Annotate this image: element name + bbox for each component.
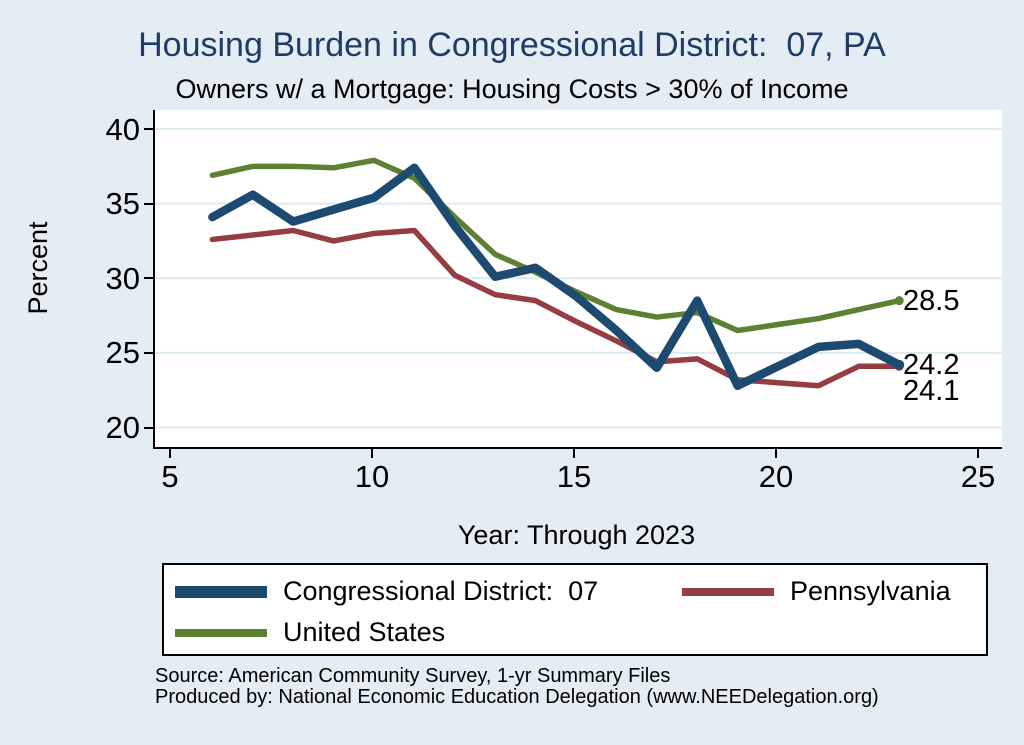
x-tick-mark <box>775 449 777 458</box>
legend-label-state: Pennsylvania <box>790 576 951 606</box>
footer: Source: American Community Survey, 1-yr … <box>155 666 879 708</box>
legend-label-district: Congressional District: 07 <box>283 576 599 606</box>
y-tick-mark <box>144 351 153 354</box>
x-tick-mark <box>977 449 979 458</box>
y-tick-mark <box>144 277 153 280</box>
footer-source: Source: American Community Survey, 1-yr … <box>155 665 671 687</box>
y-tick-mark <box>144 202 153 205</box>
legend-item-us: United States <box>175 617 682 648</box>
footer-produced-by: Produced by: National Economic Education… <box>155 686 879 708</box>
chart-title: Housing Burden in Congressional District… <box>138 26 886 64</box>
chart-subtitle: Owners w/ a Mortgage: Housing Costs > 30… <box>175 74 849 104</box>
series-line-us <box>209 157 902 334</box>
x-tick-label-20: 20 <box>758 459 794 494</box>
x-tick-label-25: 25 <box>960 459 996 494</box>
legend: Congressional District: 07 Pennsylvania … <box>162 563 988 656</box>
legend-item-district: Congressional District: 07 <box>175 576 682 607</box>
y-axis-title: Percent <box>23 221 53 315</box>
end-label-state: 24.1 <box>903 374 960 407</box>
legend-label-us: United States <box>283 617 446 647</box>
x-axis-title: Year: Through 2023 <box>457 520 696 550</box>
series-line-district <box>208 163 904 390</box>
series-end-marker-district <box>894 359 905 370</box>
end-label-us: 28.5 <box>903 284 960 317</box>
y-tick-label-25: 25 <box>105 335 140 371</box>
y-tick-mark <box>144 426 153 429</box>
y-tick-label-35: 35 <box>105 186 140 222</box>
plot-area <box>153 110 1002 449</box>
series-end-marker-us <box>894 296 904 306</box>
legend-swatch-state <box>682 587 774 596</box>
y-tick-mark <box>144 128 153 130</box>
legend-swatch-us <box>175 628 267 637</box>
line-chart <box>155 128 1002 429</box>
end-label-district: 24.2 <box>903 348 960 381</box>
series-line-state <box>209 227 902 389</box>
x-tick-label-15: 15 <box>556 459 592 494</box>
x-tick-mark <box>169 449 171 458</box>
x-tick-label-5: 5 <box>161 459 179 494</box>
legend-item-state: Pennsylvania <box>682 576 986 607</box>
x-tick-mark <box>573 449 575 458</box>
y-tick-label-40: 40 <box>105 111 140 147</box>
y-tick-label-30: 30 <box>105 260 140 296</box>
x-tick-label-10: 10 <box>354 459 390 494</box>
legend-swatch-district <box>175 585 267 598</box>
x-tick-mark <box>371 449 373 458</box>
y-tick-label-20: 20 <box>105 410 140 445</box>
